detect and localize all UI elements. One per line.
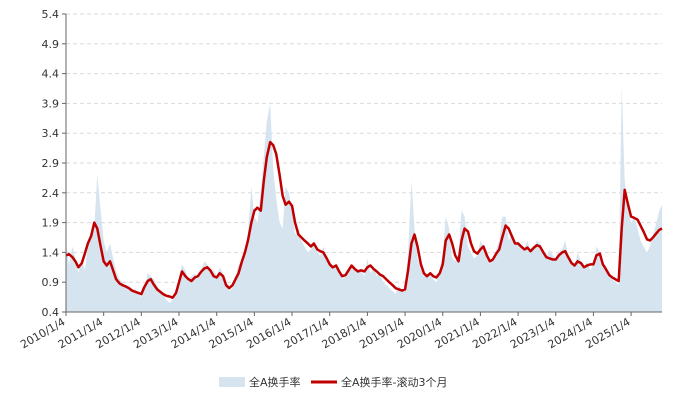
y-tick-label: 2.9 — [42, 157, 60, 170]
y-tick-label: 3.4 — [42, 127, 60, 140]
turnover-area — [66, 85, 662, 313]
legend-line-label: 全A换手率-滚动3个月 — [341, 375, 448, 389]
legend-area-swatch — [219, 377, 245, 387]
y-tick-label: 2.4 — [42, 187, 60, 200]
y-tick-labels: 0.4 0.9 1.4 1.9 2.4 2.9 3.4 3.9 4.4 4.9 5.4 — [42, 8, 66, 319]
rolling-3m-line — [65, 140, 663, 299]
legend: 全A换手率 全A换手率-滚动3个月 — [219, 375, 448, 389]
y-tick-label: 0.4 — [42, 306, 60, 319]
y-tick-label: 4.9 — [42, 38, 60, 51]
y-tick-label: 3.9 — [42, 97, 60, 110]
y-tick-label: 5.4 — [42, 8, 60, 21]
y-tick-label: 4.4 — [42, 68, 60, 81]
grid-lines — [66, 13, 662, 283]
y-tick-label: 1.4 — [42, 246, 60, 259]
x-tick-labels: 2010/1/42011/1/42012/1/42013/1/42014/1/4… — [18, 312, 633, 351]
y-tick-label: 1.9 — [42, 217, 60, 230]
y-tick-label: 0.9 — [42, 276, 60, 289]
legend-area-label: 全A换手率 — [249, 375, 301, 389]
